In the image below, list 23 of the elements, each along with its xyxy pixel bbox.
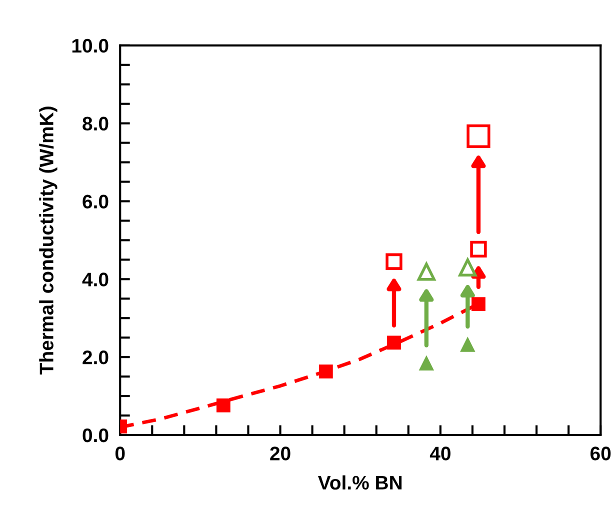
point — [472, 297, 486, 312]
point — [417, 262, 436, 281]
y-tick-label: 10.0 — [72, 38, 108, 53]
y-axis-title: Thermal conductivity (W/mK) — [39, 106, 58, 374]
x-tick-label: 0 — [115, 446, 125, 460]
x-tick-label: 20 — [270, 446, 290, 460]
point — [460, 336, 476, 352]
point — [386, 253, 402, 270]
y-tick-label: 8.0 — [82, 116, 108, 131]
x-axis-title: Vol.% BN — [318, 475, 402, 490]
y-tick-label: 0.0 — [82, 428, 108, 442]
point — [418, 355, 434, 371]
x-tick-label: 40 — [430, 446, 450, 460]
y-tick-label: 6.0 — [82, 194, 108, 208]
point — [318, 364, 333, 378]
y-tick-label: 4.0 — [82, 272, 108, 286]
point — [458, 258, 477, 276]
point — [387, 336, 401, 350]
point — [216, 398, 230, 412]
x-tick-label: 60 — [590, 446, 611, 460]
y-tick-label: 2.0 — [82, 350, 108, 364]
point — [470, 240, 487, 258]
point — [466, 124, 490, 148]
